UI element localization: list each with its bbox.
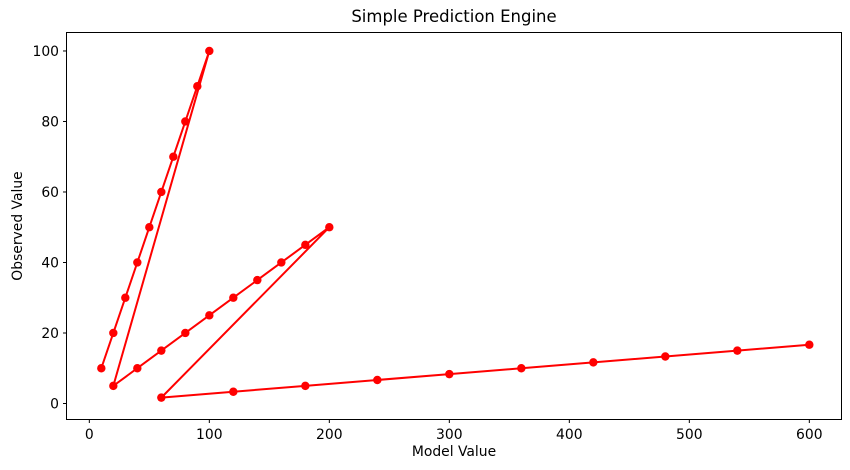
plot-area: 0 100 200 300 400 500 600 0 20 40 60 80 100 (32, 32, 842, 443)
data-point-marker (805, 340, 814, 349)
data-point-marker (121, 293, 130, 302)
data-point-marker (277, 258, 286, 267)
data-point-marker (157, 346, 166, 355)
chart-title: Simple Prediction Engine (351, 7, 556, 26)
data-point-marker (133, 364, 142, 373)
data-point-marker (229, 293, 238, 302)
x-tick-label: 500 (676, 427, 703, 443)
data-point-marker (109, 328, 118, 338)
data-point-marker (733, 346, 742, 355)
data-point-marker (229, 387, 238, 396)
data-point-marker (445, 369, 454, 379)
x-tick-label: 600 (796, 427, 823, 443)
data-point-marker (373, 375, 382, 385)
data-point-marker (661, 352, 670, 361)
x-tick-label: 200 (316, 427, 343, 443)
data-point-marker (253, 275, 262, 285)
x-tick-label: 400 (556, 427, 583, 443)
data-point-marker (517, 364, 526, 373)
data-point-marker (301, 381, 310, 391)
x-tick-label: 0 (85, 427, 94, 443)
x-tick-label: 300 (436, 427, 463, 443)
x-axis-label: Model Value (412, 444, 496, 460)
data-point-marker (193, 82, 202, 91)
y-tick-label: 0 (50, 396, 59, 412)
y-tick-label: 60 (41, 185, 59, 201)
data-point-marker (205, 46, 214, 56)
data-point-marker (181, 328, 190, 338)
data-point-marker (181, 117, 190, 126)
data-line (100, 49, 810, 399)
y-axis-label: Observed Value (10, 171, 26, 280)
axes-spines (66, 32, 842, 420)
data-point-marker (205, 311, 214, 320)
data-point-marker (145, 223, 154, 232)
data-point-marker (133, 258, 142, 267)
data-point-marker (97, 364, 106, 373)
data-point-marker (301, 240, 310, 250)
y-tick-label: 80 (41, 114, 59, 130)
y-tick-label: 40 (41, 255, 59, 271)
x-tick-label: 100 (196, 427, 223, 443)
data-point-marker (157, 393, 166, 402)
y-tick-label: 20 (41, 326, 59, 342)
data-point-marker (169, 152, 178, 161)
data-point-marker (157, 187, 166, 197)
data-point-marker (325, 223, 334, 232)
data-point-marker (109, 381, 118, 391)
y-tick-label: 100 (32, 44, 59, 60)
data-point-marker (589, 358, 598, 367)
